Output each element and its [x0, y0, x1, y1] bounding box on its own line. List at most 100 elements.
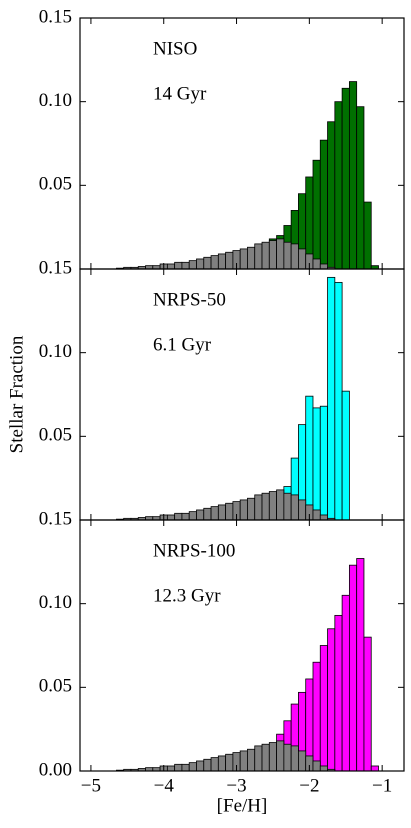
histogram-bar — [334, 101, 343, 270]
histogram-bar — [327, 276, 336, 521]
histogram-bar — [203, 507, 212, 521]
histogram-bar — [254, 494, 263, 521]
histogram-bar — [268, 240, 277, 270]
histogram-bar — [298, 499, 307, 521]
histogram-bar — [261, 241, 270, 270]
histogram-bar — [188, 511, 197, 521]
histogram-bar — [334, 614, 343, 772]
histogram-bar — [181, 512, 190, 521]
histogram-bar — [261, 743, 270, 772]
histogram-bar — [276, 740, 285, 772]
histogram-bar — [319, 645, 328, 772]
panel-annotation: NISO — [153, 38, 197, 59]
histogram-bar — [283, 492, 292, 521]
histogram-bar — [217, 755, 227, 772]
histogram-bar — [254, 243, 263, 270]
plot-frame — [79, 519, 405, 772]
x-tick-label: −1 — [372, 775, 392, 796]
x-tick-label: −5 — [81, 775, 101, 796]
histogram-bar — [298, 248, 307, 270]
histogram-bar — [188, 260, 197, 270]
histogram-bar — [210, 757, 219, 772]
histogram-bar — [341, 594, 350, 772]
histogram-bar — [356, 106, 365, 270]
y-tick-label: 0.05 — [39, 425, 72, 446]
histogram-bar — [341, 87, 350, 270]
histogram-bar — [312, 661, 321, 772]
panel-annotation: NRPS-100 — [153, 540, 235, 561]
histogram-bar — [166, 263, 176, 270]
histogram-bar — [268, 742, 277, 772]
histogram-bar — [254, 745, 263, 772]
histogram-bar — [341, 390, 350, 521]
histogram-bar — [247, 748, 256, 772]
histogram-bar — [225, 753, 234, 772]
histogram-bar — [319, 765, 328, 772]
histogram-bar — [225, 502, 234, 521]
histogram-bar — [203, 256, 212, 270]
y-tick-label: 0.15 — [39, 508, 72, 529]
y-tick-label: 0.00 — [39, 759, 72, 780]
histogram-bar — [239, 750, 248, 772]
x-tick-label: −4 — [154, 775, 175, 796]
histogram-bar — [327, 121, 336, 270]
histogram-bar — [166, 765, 176, 772]
histogram-bar — [239, 499, 248, 521]
x-tick-label: −3 — [226, 775, 246, 796]
y-tick-label: 0.15 — [39, 6, 72, 27]
y-tick-label: 0.10 — [39, 90, 72, 111]
histogram-bar — [319, 139, 328, 270]
y-tick-label: 0.10 — [39, 592, 72, 613]
plot-frame — [79, 268, 405, 521]
histogram-bar — [370, 765, 379, 772]
histogram-bar — [203, 758, 212, 772]
y-tick-label: 0.05 — [39, 676, 72, 697]
y-tick-label: 0.15 — [39, 257, 72, 278]
histogram-bar — [196, 509, 205, 521]
histogram-bar — [348, 564, 358, 772]
histogram-bar — [174, 512, 183, 521]
histogram-bar — [290, 494, 299, 521]
histogram-bar — [298, 750, 307, 772]
histogram-bar — [247, 246, 256, 270]
histogram-bar — [319, 263, 328, 270]
histogram-bar — [196, 760, 205, 772]
histogram-bar — [181, 261, 190, 270]
y-tick-label: 0.10 — [39, 341, 72, 362]
histogram-bar — [225, 251, 234, 270]
histogram-bar — [283, 743, 292, 772]
histogram-bar — [334, 281, 343, 521]
histogram-bar — [276, 489, 285, 521]
histogram-bar — [196, 258, 205, 270]
histogram-bar — [210, 506, 219, 521]
histogram-bar — [276, 238, 285, 270]
histogram-bar — [239, 248, 248, 270]
histogram-bar — [174, 261, 183, 270]
histogram-bar — [261, 492, 270, 521]
histogram-bar — [312, 258, 321, 270]
x-axis-label: [Fe/H] — [217, 795, 268, 816]
histogram-bar — [210, 255, 219, 270]
histogram-bar — [312, 407, 321, 521]
histogram-bar — [166, 514, 176, 521]
histogram-bar — [290, 745, 299, 772]
histogram-bar — [356, 558, 365, 772]
histogram-bar — [247, 497, 256, 521]
histogram-bar — [363, 636, 372, 772]
histogram-bar — [217, 253, 227, 270]
histogram-bar — [181, 763, 190, 772]
histogram-bar — [268, 491, 277, 521]
histogram-bar — [327, 628, 336, 772]
histogram-bar — [319, 514, 328, 521]
histogram-bar — [217, 504, 227, 521]
histogram-bar — [305, 395, 314, 521]
histogram-bar — [348, 81, 358, 270]
histogram-bar — [290, 243, 299, 270]
panel-annotation: 6.1 Gyr — [153, 334, 212, 355]
panel-annotation: 14 Gyr — [153, 83, 207, 104]
y-tick-label: 0.05 — [39, 174, 72, 195]
x-tick-label: −2 — [299, 775, 319, 796]
panel-annotation: NRPS-50 — [153, 289, 226, 310]
panel-annotation: 12.3 Gyr — [153, 585, 221, 606]
